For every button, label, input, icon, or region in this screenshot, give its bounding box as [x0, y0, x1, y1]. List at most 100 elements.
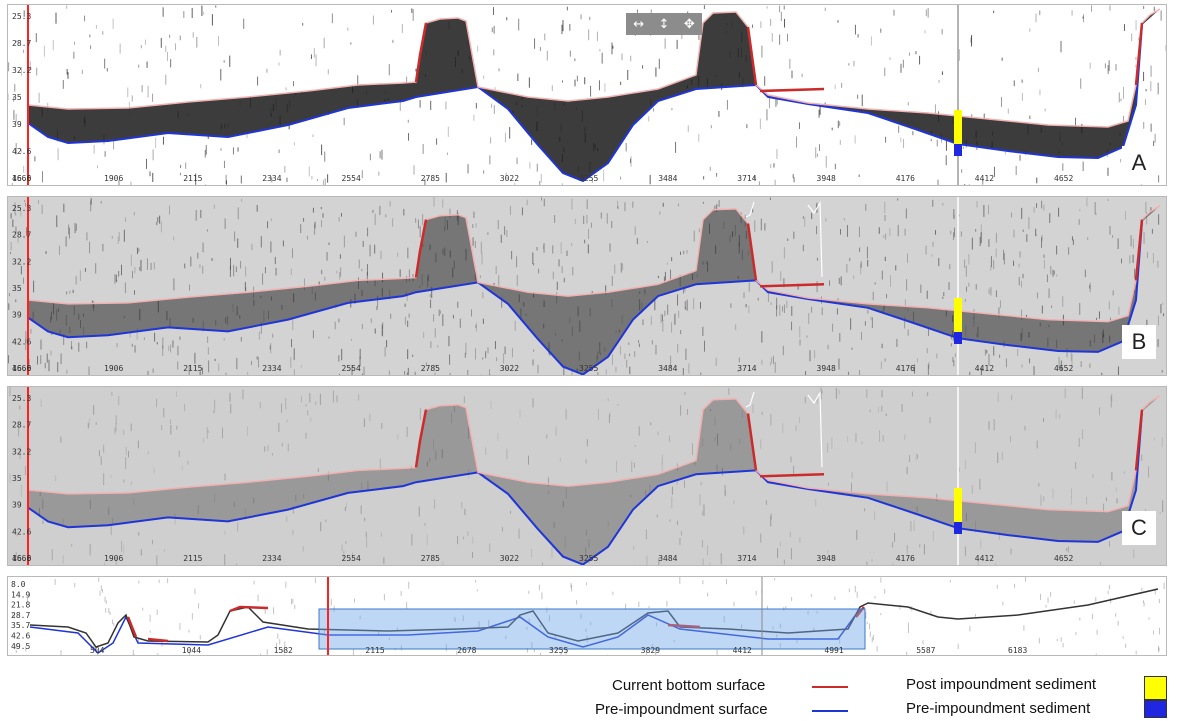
- x-tick-label: 3255: [579, 174, 598, 183]
- noise-spike: [745, 200, 823, 278]
- legend-pre-surface-label: Pre-impoundment surface: [595, 701, 768, 718]
- y-tick-label: 8.0: [11, 580, 26, 589]
- post-sediment-marker: [954, 298, 962, 332]
- noise-layer: [12, 577, 1165, 655]
- x-tick-label: 1906: [104, 554, 123, 563]
- legend-post-sediment-swatch: [1144, 676, 1167, 700]
- x-axis: 1666 1906 2115 2334 2554 2785 3022 3255 3484 3714…: [12, 174, 1073, 183]
- y-tick-label: 35.7: [11, 621, 30, 630]
- legend-post-sediment-label: Post impoundment sediment: [906, 676, 1097, 693]
- y-tick-label: 42.6: [11, 632, 30, 641]
- x-tick-label: 2334: [262, 554, 281, 563]
- x-tick-label: 3255: [549, 646, 568, 655]
- x-tick-label: 4412: [975, 174, 994, 183]
- x-tick-label: 1666: [12, 174, 31, 183]
- x-tick-label: 2785: [421, 174, 440, 183]
- noise-layer: [9, 387, 1164, 565]
- current-bottom-highlight: [414, 219, 1144, 288]
- x-tick-label: 2554: [342, 174, 361, 183]
- x-tick-label: 1666: [12, 364, 31, 373]
- x-tick-label: 4652: [1054, 364, 1073, 373]
- pan-vertical-icon[interactable]: ↕: [658, 16, 670, 32]
- panel-label: A: [1122, 146, 1156, 180]
- y-tick-label: 28.7: [11, 611, 30, 620]
- overview-highlight: [126, 605, 865, 643]
- x-tick-label: 2334: [262, 174, 281, 183]
- x-tick-label: 4412: [975, 554, 994, 563]
- x-tick-label: 3484: [658, 554, 677, 563]
- pre-impoundment-line: [27, 24, 1143, 183]
- x-tick-label: 2115: [183, 554, 202, 563]
- overview-current-bottom-line: [29, 588, 1159, 648]
- x-tick-label: 3484: [658, 174, 677, 183]
- profile-panel-a[interactable]: 25.3 28.7 32.2 35 39 42.6 46.0 1666 1906 2115 233…: [7, 4, 1167, 186]
- x-tick-label: 4991: [824, 646, 843, 655]
- y-tick-label: 28.7: [12, 231, 31, 240]
- overview-strip[interactable]: 8.0 14.9 21.8 28.7 35.7 42.6 49.5 504 1044 1582 2…: [7, 576, 1167, 656]
- overview-echogram[interactable]: 8.014.9 21.828.735.7 42.649.5 504 1044 1582 2…: [8, 577, 1167, 656]
- panel-label: C: [1122, 511, 1156, 545]
- viewport-selection[interactable]: [318, 608, 866, 650]
- pre-sediment-marker: [954, 144, 962, 156]
- y-tick-label: 46.0: [12, 364, 31, 373]
- x-tick-label: 504: [90, 646, 105, 655]
- y-tick-label: 39: [12, 501, 22, 510]
- x-tick-label: 3484: [658, 364, 677, 373]
- x-tick-label: 3714: [737, 364, 756, 373]
- y-tick-label: 46.0: [12, 174, 31, 183]
- y-axis: 25.3 28.7 32.2 35 39 42.6 46.0: [12, 12, 31, 183]
- x-tick-label: 4652: [1054, 554, 1073, 563]
- profile-panel-c[interactable]: 25.3 28.7 32.2 35 39 42.6 46.0 1666 1906 2115 233…: [7, 386, 1167, 566]
- x-tick-label: 3714: [737, 174, 756, 183]
- pre-impoundment-line: [27, 221, 1143, 375]
- x-tick-label: 3255: [579, 364, 598, 373]
- x-tick-label: 3714: [737, 554, 756, 563]
- x-tick-label: 3829: [641, 646, 660, 655]
- x-tick-label: 4176: [896, 174, 915, 183]
- y-tick-label: 42.6: [12, 147, 31, 156]
- x-tick-label: 2115: [365, 646, 384, 655]
- x-tick-label: 3022: [500, 174, 519, 183]
- current-bottom-highlight: [414, 22, 1144, 93]
- pan-all-icon[interactable]: ✥: [683, 16, 695, 32]
- y-tick-label: 39: [12, 120, 22, 129]
- legend-pre-sediment-swatch: [1144, 700, 1167, 718]
- y-tick-label: 49.5: [11, 642, 30, 651]
- echogram-b[interactable]: 25.3 28.7 32.2 35 39 42.6 46.0 1666 1906 2115 233…: [8, 197, 1167, 376]
- x-axis: 504 1044 1582 2115 2678 3255 3829 4412 4991 5587 6…: [90, 646, 1027, 655]
- x-tick-label: 3022: [500, 364, 519, 373]
- x-tick-label: 2678: [457, 646, 476, 655]
- y-tick-label: 25.3: [12, 204, 31, 213]
- pan-toolbar: ↔ ↕ ✥: [626, 13, 702, 35]
- x-tick-label: 2554: [342, 364, 361, 373]
- x-tick-label: 3948: [817, 364, 836, 373]
- current-bottom-line: [27, 205, 1161, 323]
- y-tick-label: 35: [12, 474, 22, 483]
- y-tick-label: 35: [12, 93, 22, 102]
- x-tick-label: 6183: [1008, 646, 1027, 655]
- y-tick-label: 32.2: [12, 66, 31, 75]
- x-tick-label: 2785: [421, 554, 440, 563]
- legend-pre-surface-line: [812, 710, 848, 712]
- profile-panel-b[interactable]: 25.3 28.7 32.2 35 39 42.6 46.0 1666 1906 2115 233…: [7, 196, 1167, 376]
- echogram-c[interactable]: 25.3 28.7 32.2 35 39 42.6 46.0 1666 1906 2115 233…: [8, 387, 1167, 566]
- current-bottom-line: [27, 8, 1161, 128]
- x-tick-label: 1044: [182, 646, 201, 655]
- y-axis: 25.3 28.7 32.2 35 39 42.6 46.0: [12, 204, 31, 373]
- legend-pre-sediment-label: Pre-impoundment sediment: [906, 700, 1091, 717]
- pan-horizontal-icon[interactable]: ↔: [633, 16, 645, 32]
- x-tick-label: 1666: [12, 554, 31, 563]
- x-tick-label: 4176: [896, 364, 915, 373]
- x-tick-label: 3255: [579, 554, 598, 563]
- x-tick-label: 2115: [183, 364, 202, 373]
- y-tick-label: 25.3: [12, 394, 31, 403]
- x-tick-label: 4176: [896, 554, 915, 563]
- y-tick-label: 42.6: [12, 527, 31, 536]
- x-tick-label: 4412: [975, 364, 994, 373]
- x-tick-label: 3022: [500, 554, 519, 563]
- legend-current-bottom-line: [812, 686, 848, 688]
- x-tick-label: 1906: [104, 364, 123, 373]
- echogram-a[interactable]: 25.3 28.7 32.2 35 39 42.6 46.0 1666 1906 2115 233…: [8, 5, 1167, 186]
- sediment-band: [28, 395, 1160, 565]
- pre-sediment-marker: [954, 522, 962, 534]
